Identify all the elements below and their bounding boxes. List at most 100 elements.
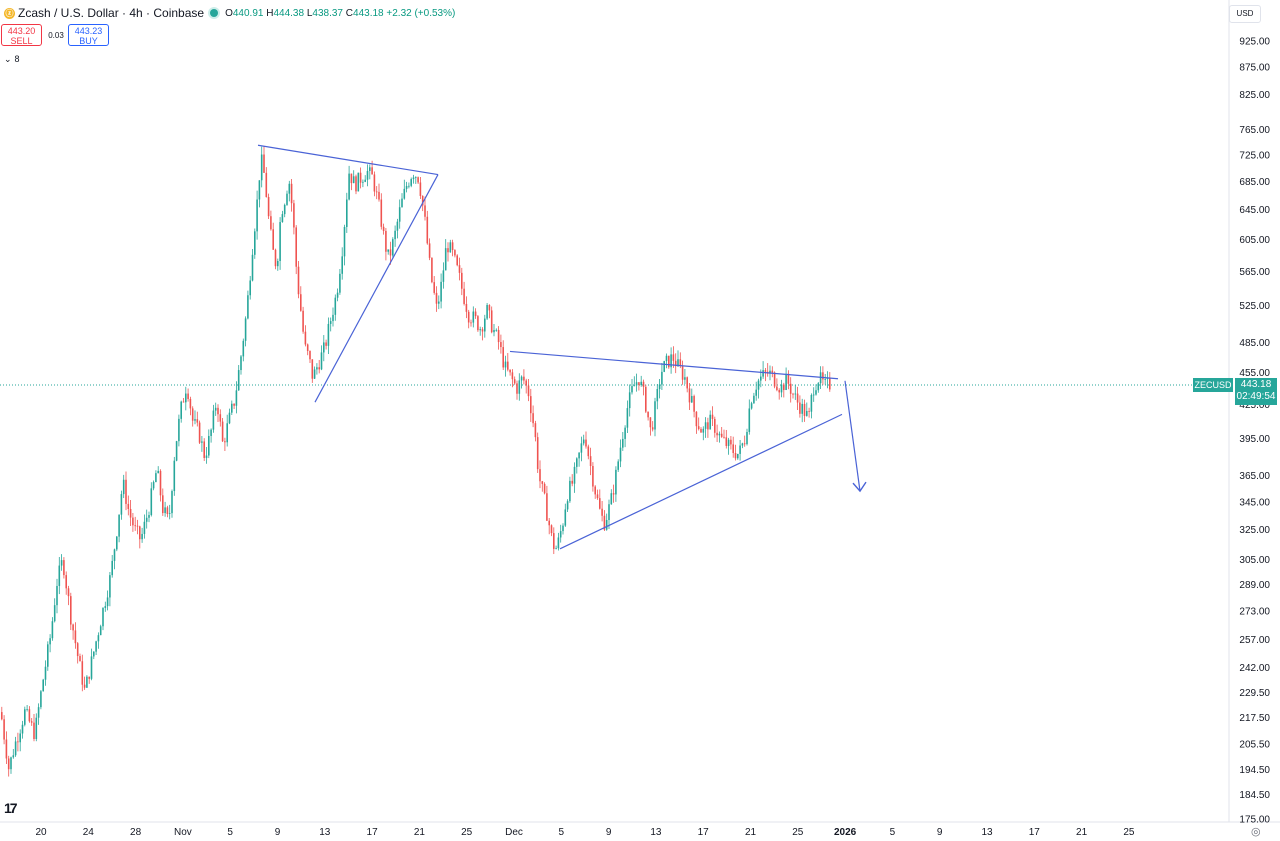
candle-up bbox=[60, 560, 63, 566]
drawing-layer[interactable] bbox=[257, 144, 867, 550]
candle-down bbox=[500, 342, 502, 348]
candle-down bbox=[419, 182, 422, 196]
candle-up bbox=[780, 384, 783, 393]
candle-up bbox=[555, 548, 557, 550]
sell-button[interactable]: 443.20 SELL bbox=[1, 24, 42, 46]
y-tick-label: 565.00 bbox=[1239, 267, 1270, 278]
candle-up bbox=[334, 297, 337, 315]
candle-down bbox=[132, 517, 134, 526]
candle-up bbox=[286, 193, 288, 205]
candle-down bbox=[79, 656, 81, 662]
triangle-2-upper-line[interactable] bbox=[509, 350, 839, 380]
candle-up bbox=[757, 380, 760, 390]
candle-up bbox=[640, 381, 642, 386]
candle-up bbox=[332, 314, 334, 322]
candle-down bbox=[592, 466, 594, 487]
candle-down bbox=[799, 402, 801, 414]
y-tick-label: 875.00 bbox=[1239, 62, 1270, 73]
candle-up bbox=[212, 410, 215, 430]
candle-up bbox=[608, 504, 610, 521]
candle-down bbox=[553, 533, 555, 549]
candle-up bbox=[26, 709, 28, 710]
candle-up bbox=[566, 501, 569, 510]
candle-down bbox=[270, 216, 272, 230]
x-tick-label: 28 bbox=[130, 827, 142, 838]
candle-up bbox=[90, 656, 93, 679]
symbol-title[interactable]: Zcash / U.S. Dollar · 4h · Coinbase bbox=[18, 6, 205, 20]
candle-up bbox=[562, 525, 564, 532]
currency-selector[interactable]: USD bbox=[1229, 5, 1261, 23]
candle-up bbox=[504, 361, 507, 368]
candle-down bbox=[67, 588, 70, 597]
x-tick-label: 5 bbox=[559, 827, 565, 838]
buy-button[interactable]: 443.23 BUY bbox=[68, 24, 109, 46]
candle-up bbox=[175, 441, 178, 461]
high-value: 444.38 bbox=[273, 7, 305, 19]
x-tick-label: 21 bbox=[1076, 827, 1088, 838]
candle-up bbox=[145, 517, 148, 522]
triangle-1-lower-line[interactable] bbox=[314, 174, 439, 403]
candle-down bbox=[309, 350, 311, 360]
candle-up bbox=[559, 531, 562, 538]
candle-down bbox=[589, 456, 592, 467]
candle-down bbox=[274, 249, 277, 267]
indicators-toggle-button[interactable]: ⌄ 8 bbox=[1, 52, 21, 66]
candle-up bbox=[415, 177, 417, 179]
candle-up bbox=[86, 676, 88, 688]
candle-down bbox=[730, 439, 732, 445]
time-axis[interactable]: 20 24 28 Nov 5 9 13 17 21 25 Dec 5 9 13 17 21 25 2026 5 9 13… bbox=[35, 827, 1134, 838]
candle-up bbox=[624, 427, 626, 439]
candle-up bbox=[237, 370, 240, 391]
candle-down bbox=[497, 329, 500, 343]
low-key: L bbox=[306, 7, 313, 19]
candle-down bbox=[507, 361, 509, 370]
tradingview-logo-icon[interactable]: 17 bbox=[4, 800, 18, 816]
candle-up bbox=[242, 340, 245, 357]
candle-down bbox=[385, 230, 387, 252]
candle-down bbox=[596, 494, 599, 499]
y-tick-label: 217.50 bbox=[1239, 713, 1270, 724]
settings-gear-icon[interactable]: ◎ bbox=[1251, 826, 1261, 838]
candle-up bbox=[410, 179, 412, 186]
y-tick-label: 184.50 bbox=[1239, 790, 1270, 801]
projection-arrow[interactable] bbox=[844, 380, 861, 492]
y-tick-label: 205.50 bbox=[1239, 739, 1270, 750]
candle-up bbox=[405, 185, 408, 189]
candle-up bbox=[178, 418, 180, 442]
symbol-legend[interactable]: ⓩ Zcash / U.S. Dollar · 4h · Coinbase O4… bbox=[4, 5, 455, 21]
candle-up bbox=[493, 330, 495, 333]
candle-up bbox=[753, 395, 755, 404]
candle-down bbox=[63, 560, 65, 576]
candle-up bbox=[336, 292, 339, 298]
x-tick-label: 9 bbox=[937, 827, 943, 838]
candle-down bbox=[539, 469, 541, 482]
candle-down bbox=[668, 355, 670, 368]
candle-down bbox=[470, 322, 472, 324]
y-tick-label: 525.00 bbox=[1239, 301, 1270, 312]
candle-up bbox=[394, 230, 396, 240]
candle-down bbox=[263, 154, 265, 173]
triangle-1-upper-line[interactable] bbox=[257, 144, 439, 176]
candle-up bbox=[826, 378, 829, 380]
candle-up bbox=[53, 605, 56, 622]
candle-up bbox=[748, 408, 751, 432]
candle-up bbox=[251, 254, 254, 281]
candle-down bbox=[649, 417, 652, 428]
candle-up bbox=[106, 597, 109, 607]
candle-up bbox=[573, 466, 576, 484]
candle-down bbox=[373, 174, 376, 192]
candle-up bbox=[739, 445, 741, 454]
y-tick-label: 257.00 bbox=[1239, 635, 1270, 646]
candle-up bbox=[122, 479, 125, 495]
candle-up bbox=[95, 641, 97, 652]
candle-up bbox=[93, 651, 95, 657]
candle-down bbox=[527, 385, 530, 397]
triangle-2-lower-line[interactable] bbox=[559, 413, 843, 550]
candle-down bbox=[189, 398, 192, 409]
candle-down bbox=[302, 310, 304, 332]
price-axis[interactable]: 925.00 875.00 825.00 765.00 725.00 685.00 645.… bbox=[1239, 37, 1270, 826]
candle-down bbox=[720, 433, 723, 437]
candle-up bbox=[486, 304, 488, 319]
candle-down bbox=[743, 443, 746, 445]
